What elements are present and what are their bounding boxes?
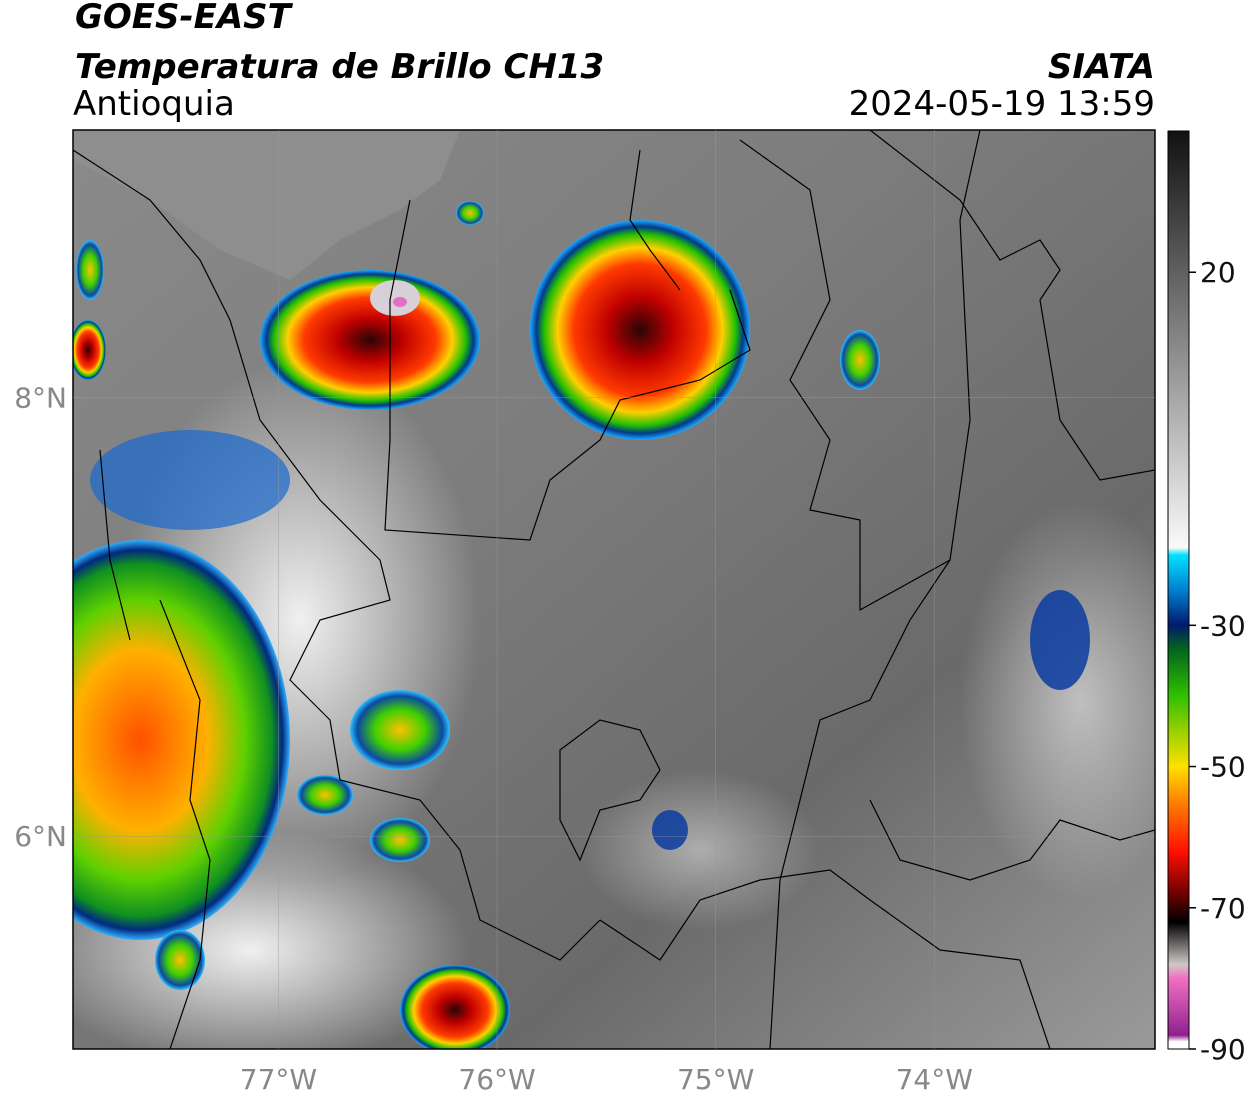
datetime-label: 2024-05-19 13:59 xyxy=(849,84,1155,124)
satellite-image xyxy=(73,130,1155,1049)
lat-tick-label: 6°N xyxy=(14,820,67,853)
lon-tick-label: 77°W xyxy=(240,1063,317,1096)
colorbar-tick-label: 20 xyxy=(1200,256,1236,289)
map-frame xyxy=(72,129,1156,1050)
region-label: Antioquia xyxy=(73,84,235,124)
lon-tick-label: 74°W xyxy=(896,1063,973,1096)
colorbar-tick-label: -90 xyxy=(1200,1033,1246,1066)
colorbar xyxy=(1167,130,1190,1050)
source-label: SIATA xyxy=(1048,47,1155,87)
lon-tick-label: 76°W xyxy=(458,1063,535,1096)
colorbar-tick-label: -50 xyxy=(1200,751,1246,784)
lat-tick-label: 8°N xyxy=(14,382,67,415)
colorbar-tick-label: -70 xyxy=(1200,892,1246,925)
product-title: Temperatura de Brillo CH13 xyxy=(75,47,604,87)
lon-tick-label: 75°W xyxy=(677,1063,754,1096)
colorbar-tick-label: -30 xyxy=(1200,609,1246,642)
satellite-title: GOES-EAST xyxy=(75,0,294,37)
